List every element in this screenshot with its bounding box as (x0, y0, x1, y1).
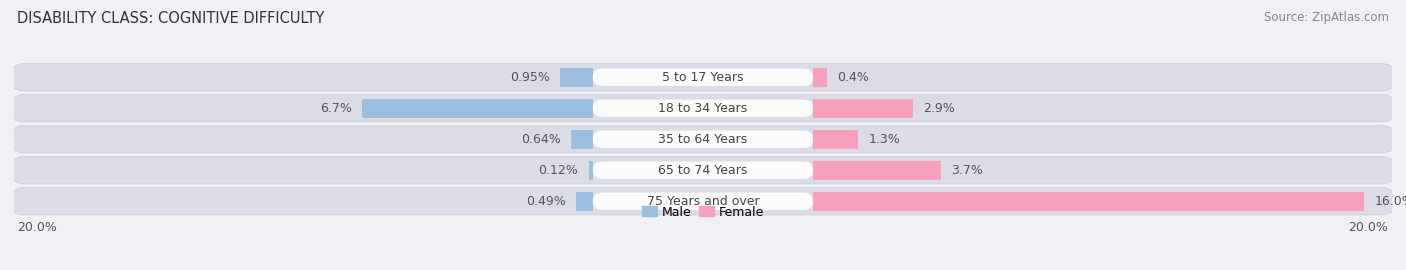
FancyBboxPatch shape (11, 157, 1395, 184)
Bar (560, 68, 593, 87)
FancyBboxPatch shape (11, 126, 1395, 153)
Text: 20.0%: 20.0% (17, 221, 58, 234)
Text: 20.0%: 20.0% (1348, 221, 1389, 234)
Text: 0.12%: 0.12% (538, 164, 578, 177)
Bar (571, 130, 593, 149)
FancyBboxPatch shape (11, 64, 1395, 91)
Legend: Male, Female: Male, Female (637, 201, 769, 224)
FancyBboxPatch shape (593, 131, 813, 148)
Bar (813, 192, 1364, 211)
Text: 3.7%: 3.7% (950, 164, 983, 177)
Bar (576, 192, 593, 211)
Bar (813, 130, 858, 149)
Text: 1.3%: 1.3% (869, 133, 900, 146)
FancyBboxPatch shape (593, 161, 813, 179)
Text: 35 to 64 Years: 35 to 64 Years (658, 133, 748, 146)
Text: DISABILITY CLASS: COGNITIVE DIFFICULTY: DISABILITY CLASS: COGNITIVE DIFFICULTY (17, 11, 325, 26)
FancyBboxPatch shape (11, 94, 1395, 122)
Text: 0.49%: 0.49% (526, 195, 565, 208)
Text: 65 to 74 Years: 65 to 74 Years (658, 164, 748, 177)
Text: 5 to 17 Years: 5 to 17 Years (662, 71, 744, 84)
Text: Source: ZipAtlas.com: Source: ZipAtlas.com (1264, 11, 1389, 24)
FancyBboxPatch shape (11, 188, 1395, 215)
Bar (361, 99, 593, 118)
Text: 18 to 34 Years: 18 to 34 Years (658, 102, 748, 115)
Text: 0.4%: 0.4% (838, 71, 869, 84)
Text: 0.95%: 0.95% (510, 71, 550, 84)
FancyBboxPatch shape (593, 69, 813, 86)
Bar (813, 161, 941, 180)
FancyBboxPatch shape (593, 100, 813, 117)
Text: 6.7%: 6.7% (319, 102, 352, 115)
Text: 0.64%: 0.64% (520, 133, 561, 146)
Bar (813, 99, 912, 118)
Text: 16.0%: 16.0% (1375, 195, 1406, 208)
Bar (813, 68, 827, 87)
Text: 75 Years and over: 75 Years and over (647, 195, 759, 208)
Text: 2.9%: 2.9% (924, 102, 955, 115)
FancyBboxPatch shape (593, 193, 813, 210)
Bar (589, 161, 593, 180)
